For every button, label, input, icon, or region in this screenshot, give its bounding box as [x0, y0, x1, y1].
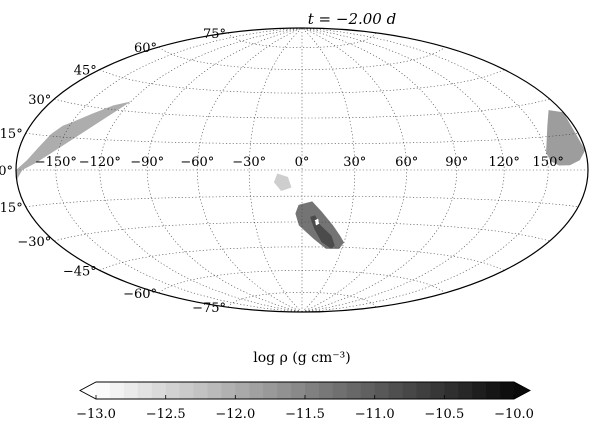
longitude-tick-label: 60°: [395, 155, 418, 170]
colorbar-segment: [291, 382, 306, 399]
colorbar-extend-high: [514, 382, 530, 399]
latitude-tick-labels: 75° 60° 45° 30° 15° 0° -15° −30° −45° −60° −75°: [0, 27, 226, 316]
latitude-tick-label: −30°: [17, 235, 51, 250]
chart-title: t = −2.00 d: [308, 10, 396, 28]
latitude-tick-label: 75°: [203, 27, 226, 42]
density-region-6: [314, 218, 320, 226]
latitude-tick-label: -15°: [0, 201, 23, 216]
colorbar-segment: [235, 382, 250, 399]
colorbar-segment: [388, 382, 403, 399]
latitude-tick-label: −45°: [63, 264, 97, 279]
latitude-tick-label: 45°: [74, 64, 97, 79]
colorbar-tick-label: −10.5: [424, 407, 464, 422]
longitude-tick-label: 0°: [295, 155, 310, 170]
colorbar-segment: [207, 382, 222, 399]
colorbar-segment: [249, 382, 264, 399]
graticule: [16, 27, 588, 313]
latitude-tick-label: −75°: [192, 301, 226, 316]
colorbar-segment: [193, 382, 208, 399]
density-features: [16, 101, 586, 249]
meridian-line: [248, 27, 303, 313]
colorbar-segment: [472, 382, 487, 399]
longitude-tick-label: −150°: [35, 155, 77, 170]
colorbar-segment: [221, 382, 236, 399]
colorbar-segment: [360, 382, 376, 399]
colorbar-segment: [374, 382, 389, 399]
meridian-line: [55, 27, 303, 313]
colorbar-segment: [277, 382, 292, 399]
colorbar-segment: [430, 382, 445, 399]
colorbar-label: log ρ (g cm⁻³): [253, 350, 350, 366]
longitude-tick-labels: −150° −120° −90° −60° −30° 0° 30° 60° 90° 120° 150…: [35, 155, 564, 170]
latitude-tick-label: −60°: [123, 287, 157, 302]
colorbar-segment: [109, 382, 125, 399]
latitude-tick-label: 30°: [28, 93, 51, 108]
latitude-tick-label: 15°: [0, 127, 23, 142]
colorbar-segment: [486, 382, 501, 399]
colorbar-segment: [123, 382, 139, 399]
longitude-tick-label: −30°: [232, 155, 266, 170]
map-outline: [15, 27, 589, 313]
colorbar-segment: [458, 382, 473, 399]
colorbar-segment: [165, 382, 180, 399]
longitude-tick-label: −120°: [79, 155, 121, 170]
longitude-tick-label: 120°: [489, 155, 520, 170]
colorbar-segment: [318, 382, 334, 399]
colorbar-tick-label: −11.5: [285, 407, 325, 422]
density-region-3: [273, 173, 292, 191]
meridian-line: [301, 27, 408, 313]
colorbar-tick-label: −12.5: [146, 407, 186, 422]
colorbar-segment: [151, 382, 167, 399]
meridian-line: [301, 27, 356, 313]
colorbar-tick-label: −13.0: [76, 407, 116, 422]
longitude-tick-label: 30°: [343, 155, 366, 170]
colorbar-segment: [416, 382, 431, 399]
colorbar-segment: [444, 382, 459, 399]
sky-map: [15, 27, 589, 313]
colorbar-segment: [500, 382, 515, 399]
colorbar-segment: [346, 382, 362, 399]
colorbar: [79, 381, 531, 400]
longitude-tick-label: −60°: [180, 155, 214, 170]
meridian-line: [99, 27, 303, 313]
latitude-tick-label: 60°: [134, 41, 157, 56]
meridian-line: [301, 27, 505, 313]
colorbar-segment: [263, 382, 278, 399]
colorbar-segment: [332, 382, 348, 399]
longitude-tick-label: 150°: [533, 155, 564, 170]
colorbar-segment: [402, 382, 417, 399]
colorbar-segment: [96, 382, 111, 399]
colorbar-tick-label: −11.0: [355, 407, 395, 422]
parallel-line: [25, 132, 579, 145]
meridian-line: [301, 27, 549, 313]
density-region-2: [546, 110, 586, 166]
longitude-tick-label: −90°: [130, 155, 164, 170]
colorbar-tick-label: −10.0: [494, 407, 534, 422]
colorbar-segment: [179, 382, 194, 399]
colorbar-tick-label: −12.0: [215, 407, 255, 422]
colorbar-segment: [305, 382, 320, 399]
colorbar-ticks: −13.0 −12.5 −12.0 −11.5 −11.0 −10.5 −10.0: [76, 395, 534, 422]
longitude-tick-label: 90°: [445, 155, 468, 170]
meridian-line: [196, 27, 303, 313]
colorbar-extend-low: [80, 382, 96, 399]
colorbar-segment: [137, 382, 153, 399]
latitude-tick-label: 0°: [0, 164, 13, 179]
